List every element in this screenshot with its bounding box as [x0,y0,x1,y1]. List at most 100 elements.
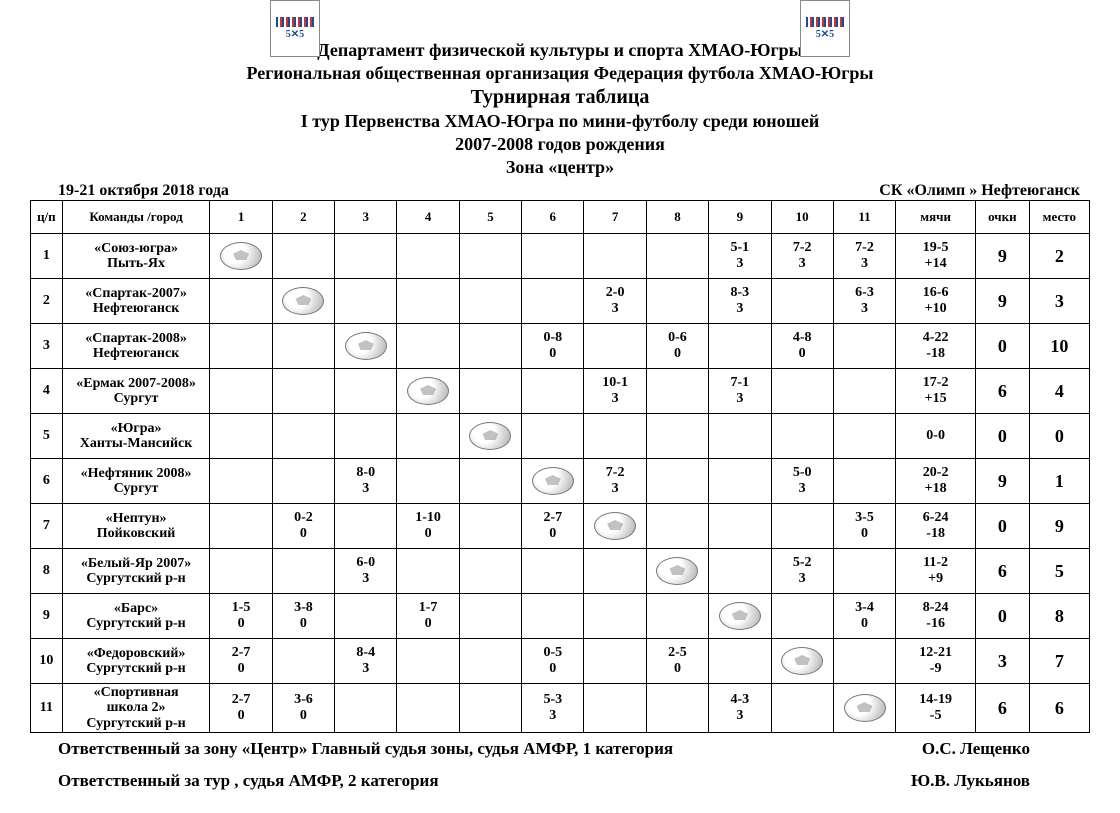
score-cell [272,549,334,594]
score-cell [459,684,521,733]
score-cell [459,279,521,324]
score-cell [397,639,459,684]
score-cell [459,459,521,504]
points-cell: 9 [976,459,1030,504]
score-cell [584,549,646,594]
score-cell [646,459,708,504]
ball-icon [532,467,574,495]
team-name: «Нептун»Пойковский [62,504,210,549]
points-cell: 0 [976,504,1030,549]
place-cell: 5 [1029,549,1089,594]
subtitle-years: 2007-2008 годов рождения [247,134,874,155]
score-cell: 7-23 [584,459,646,504]
col-4: 4 [397,201,459,234]
score-cell [272,369,334,414]
score-cell [459,324,521,369]
score-cell: 0-20 [272,504,334,549]
subtitle-tour: I тур Первенства ХМАО-Югра по мини-футбо… [247,111,874,132]
score-cell [210,234,272,279]
score-cell: 8-33 [709,279,771,324]
score-cell [210,459,272,504]
score-cell: 3-50 [833,504,895,549]
row-number: 2 [31,279,63,324]
score-cell: 6-33 [833,279,895,324]
goals-cell: 8-24-16 [896,594,976,639]
score-cell [459,234,521,279]
score-cell [584,414,646,459]
row-number: 10 [31,639,63,684]
points-cell: 0 [976,594,1030,639]
col-place: место [1029,201,1089,234]
score-cell [459,639,521,684]
score-cell [272,414,334,459]
score-cell [522,279,584,324]
goals-cell: 0-0 [896,414,976,459]
score-cell [646,549,708,594]
ball-icon [282,287,324,315]
place-cell: 1 [1029,459,1089,504]
table-row: 4«Ермак 2007-2008»Сургут10-137-1317-2+15… [31,369,1090,414]
score-cell [771,414,833,459]
tournament-table: ц/п Команды /город 1 2 3 4 5 6 7 8 9 10 … [30,200,1090,733]
score-cell [335,684,397,733]
points-cell: 0 [976,324,1030,369]
table-row: 9«Барс»Сургутский р-н1-503-801-703-408-2… [31,594,1090,639]
score-cell [584,504,646,549]
score-cell: 5-23 [771,549,833,594]
points-cell: 3 [976,639,1030,684]
table-row: 7«Нептун»Пойковский0-201-1002-703-506-24… [31,504,1090,549]
score-cell [335,234,397,279]
goals-cell: 14-19-5 [896,684,976,733]
header-dept: Департамент физической культуры и спорта… [247,40,874,61]
score-cell [522,549,584,594]
score-cell [646,684,708,733]
score-cell: 8-03 [335,459,397,504]
goals-cell: 20-2+18 [896,459,976,504]
points-cell: 9 [976,279,1030,324]
score-cell: 3-40 [833,594,895,639]
ball-icon [469,422,511,450]
score-cell [459,369,521,414]
team-name: «Союз-югра»Пыть-Ях [62,234,210,279]
score-cell [584,594,646,639]
score-cell: 1-100 [397,504,459,549]
goals-cell: 17-2+15 [896,369,976,414]
score-cell [397,324,459,369]
score-cell [709,324,771,369]
row-number: 5 [31,414,63,459]
score-cell [210,279,272,324]
row-number: 11 [31,684,63,733]
score-cell: 5-03 [771,459,833,504]
col-1: 1 [210,201,272,234]
points-cell: 6 [976,684,1030,733]
ball-icon [594,512,636,540]
page-title: Турнирная таблица [247,86,874,109]
score-cell [709,594,771,639]
ball-icon [407,377,449,405]
score-cell [272,279,334,324]
score-cell [335,594,397,639]
row-number: 3 [31,324,63,369]
row-number: 4 [31,369,63,414]
score-cell [646,279,708,324]
score-cell [335,324,397,369]
header: 5✕5 5✕5 Департамент физической культуры … [30,10,1090,178]
col-goals: мячи [896,201,976,234]
col-7: 7 [584,201,646,234]
score-cell [709,414,771,459]
score-cell [646,369,708,414]
subtitle-zone: Зона «центр» [247,157,874,178]
responsible-tour-label: Ответственный за тур , судья АМФР, 2 кат… [58,771,439,791]
score-cell: 0-60 [646,324,708,369]
score-cell [771,369,833,414]
points-cell: 0 [976,414,1030,459]
score-cell: 7-23 [771,234,833,279]
col-number: ц/п [31,201,63,234]
goals-cell: 19-5+14 [896,234,976,279]
score-cell: 7-23 [833,234,895,279]
score-cell [646,504,708,549]
score-cell [459,504,521,549]
score-cell [397,414,459,459]
points-cell: 6 [976,369,1030,414]
score-cell [646,234,708,279]
